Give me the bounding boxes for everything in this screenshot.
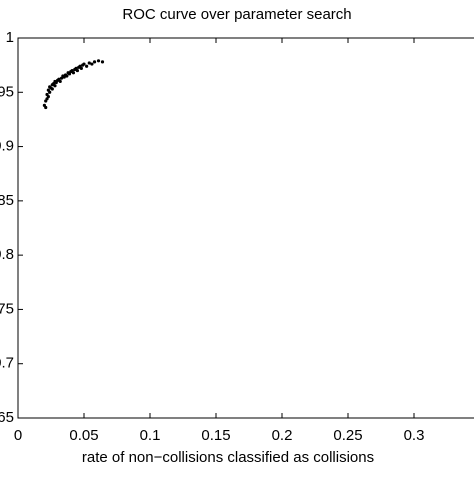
point xyxy=(44,105,48,110)
point xyxy=(71,71,76,75)
plot-area xyxy=(17,37,474,419)
point xyxy=(75,68,79,73)
x-tick-label: 0.25 xyxy=(333,427,362,444)
x-tick-label: 0.05 xyxy=(69,427,98,444)
point xyxy=(48,90,52,94)
point xyxy=(58,79,62,84)
x-tick-label: 0.3 xyxy=(404,427,425,444)
y-tick-label: 0.65 xyxy=(0,409,14,426)
y-tick-label: 0.75 xyxy=(0,300,14,317)
y-tick-label: 0.7 xyxy=(0,355,14,372)
point xyxy=(82,62,86,66)
point xyxy=(65,74,69,78)
y-tick-label: 0.95 xyxy=(0,83,14,100)
point xyxy=(53,84,57,88)
point xyxy=(100,60,105,64)
x-tick-label: 0.2 xyxy=(272,427,293,444)
point xyxy=(90,62,94,66)
point xyxy=(92,60,97,64)
point xyxy=(79,66,83,70)
x-tick-label: 0.1 xyxy=(140,427,161,444)
y-tick-label: 0.8 xyxy=(0,246,14,263)
y-tick-label: 1 xyxy=(6,29,14,46)
chart-title: ROC curve over parameter search xyxy=(122,6,351,23)
y-tick-label: 0.85 xyxy=(0,192,14,209)
point xyxy=(50,87,54,91)
point xyxy=(46,95,50,99)
point xyxy=(85,64,89,68)
x-tick-label: 0.15 xyxy=(201,427,230,444)
point xyxy=(87,61,91,65)
y-tick-label: 0.9 xyxy=(0,138,14,155)
point xyxy=(96,59,101,63)
x-axis-label: rate of non−collisions classified as col… xyxy=(82,449,374,466)
x-tick-label: 0 xyxy=(14,427,22,444)
